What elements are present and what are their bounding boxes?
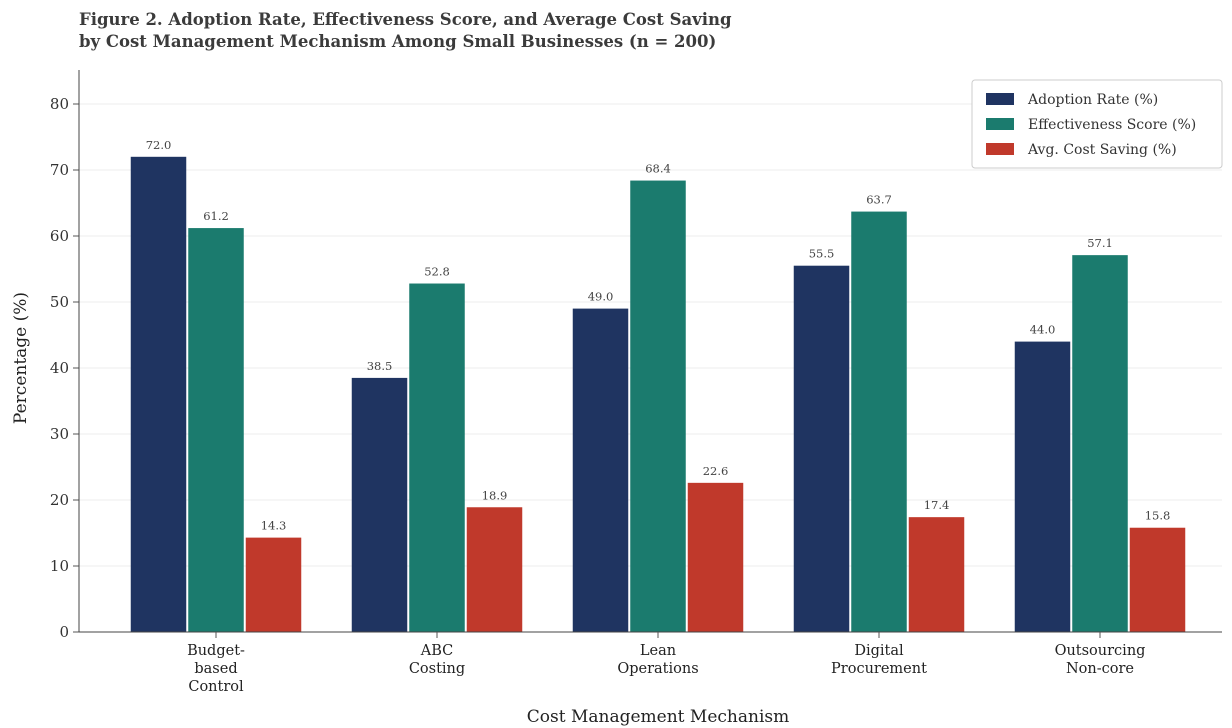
bar-value-label: 14.3 <box>261 519 287 533</box>
bar-value-label: 17.4 <box>924 498 950 512</box>
y-tick-label: 0 <box>59 623 69 641</box>
y-tick-label: 40 <box>50 359 69 377</box>
y-tick-label: 20 <box>50 491 69 509</box>
x-tick-label-line: based <box>194 661 237 677</box>
bar-value-label: 49.0 <box>588 290 614 304</box>
legend-swatch <box>986 118 1014 130</box>
bar-adoption-rate-0 <box>130 156 187 633</box>
bar-value-label: 57.1 <box>1087 236 1113 250</box>
bar-value-label: 22.6 <box>703 464 729 478</box>
legend-entry: Avg. Cost Saving (%) <box>1027 142 1177 158</box>
x-tick-label-line: ABC <box>420 643 454 659</box>
axes <box>73 70 1222 638</box>
bar-adoption-rate-2 <box>572 308 629 632</box>
x-tick-label: ABC Costing <box>409 643 465 677</box>
bar-value-label: 18.9 <box>482 488 508 502</box>
x-tick-label: Outsourcing Non-core <box>1055 643 1146 677</box>
x-tick-label-line: Procurement <box>831 661 927 677</box>
bar-value-label: 68.4 <box>645 162 671 176</box>
bar-avg-cost-saving-0 <box>245 537 302 632</box>
x-tick-label-line: Operations <box>617 661 698 677</box>
x-tick-label-line: Budget- <box>187 643 245 659</box>
x-tick-labels: Budget-based Control ABC Costing Lean Operati… <box>187 643 1145 695</box>
bar-adoption-rate-4 <box>1014 341 1071 632</box>
bar-value-label: 61.2 <box>203 209 229 223</box>
x-tick-label-line: Outsourcing <box>1055 643 1146 659</box>
chart-title-line-1: Figure 2. Adoption Rate, Effectiveness S… <box>79 10 732 29</box>
y-tick-label: 80 <box>50 95 69 113</box>
bar-avg-cost-saving-3 <box>908 517 965 632</box>
bar-effectiveness-score-4 <box>1072 255 1128 632</box>
bar-avg-cost-saving-1 <box>466 507 523 632</box>
y-tick-label: 60 <box>50 227 69 245</box>
x-axis-label: Cost Management Mechanism <box>527 707 789 727</box>
x-tick-label-line: Control <box>188 679 244 695</box>
x-tick-label-line: Digital <box>854 643 904 659</box>
bar-value-label: 38.5 <box>367 359 393 373</box>
x-tick-label-line: Lean <box>640 643 676 659</box>
legend-entry: Adoption Rate (%) <box>1027 92 1158 108</box>
bar-value-label: 52.8 <box>424 265 450 279</box>
legend-entry: Effectiveness Score (%) <box>1028 117 1196 133</box>
y-axis-label: Percentage (%) <box>11 292 31 424</box>
legend-swatch <box>986 143 1014 155</box>
legend-box <box>971 79 1223 169</box>
chart-title: Figure 2. Adoption Rate, Effectiveness S… <box>79 10 732 51</box>
y-tick-label: 30 <box>50 425 69 443</box>
x-tick-label-line: Non-core <box>1066 661 1134 677</box>
x-tick-label: Digital Procurement <box>831 643 927 677</box>
bar-effectiveness-score-2 <box>630 180 686 632</box>
bars: 72.0 61.2 14.3 38.5 52.8 18.9 49.0 68.4 22.6 55.5… <box>130 138 1186 633</box>
x-tick-label-line: Costing <box>409 661 465 677</box>
chart-title-line-2: by Cost Management Mechanism Among Small… <box>79 32 716 51</box>
y-tick-label: 50 <box>50 293 69 311</box>
bar-adoption-rate-1 <box>351 377 408 632</box>
bar-value-label: 44.0 <box>1030 323 1056 337</box>
y-tick-label: 10 <box>50 557 69 575</box>
legend: Adoption Rate (%) Effectiveness Score (%)… <box>971 79 1223 169</box>
bar-effectiveness-score-3 <box>851 211 907 632</box>
x-tick-label: Lean Operations <box>617 643 698 677</box>
bar-value-label: 55.5 <box>809 247 835 261</box>
bar-avg-cost-saving-2 <box>687 482 744 632</box>
bar-effectiveness-score-1 <box>409 283 465 632</box>
x-tick-label: Budget-based Control <box>187 643 245 695</box>
bar-adoption-rate-3 <box>793 265 850 632</box>
bar-value-label: 72.0 <box>146 138 172 152</box>
y-tick-labels: 0 10 20 30 40 50 60 70 80 <box>50 95 69 641</box>
y-tick-label: 70 <box>50 161 69 179</box>
bar-effectiveness-score-0 <box>188 228 244 632</box>
bar-value-label: 15.8 <box>1145 509 1171 523</box>
bar-avg-cost-saving-4 <box>1129 527 1186 632</box>
bar-value-label: 63.7 <box>866 193 892 207</box>
legend-swatch <box>986 93 1014 105</box>
